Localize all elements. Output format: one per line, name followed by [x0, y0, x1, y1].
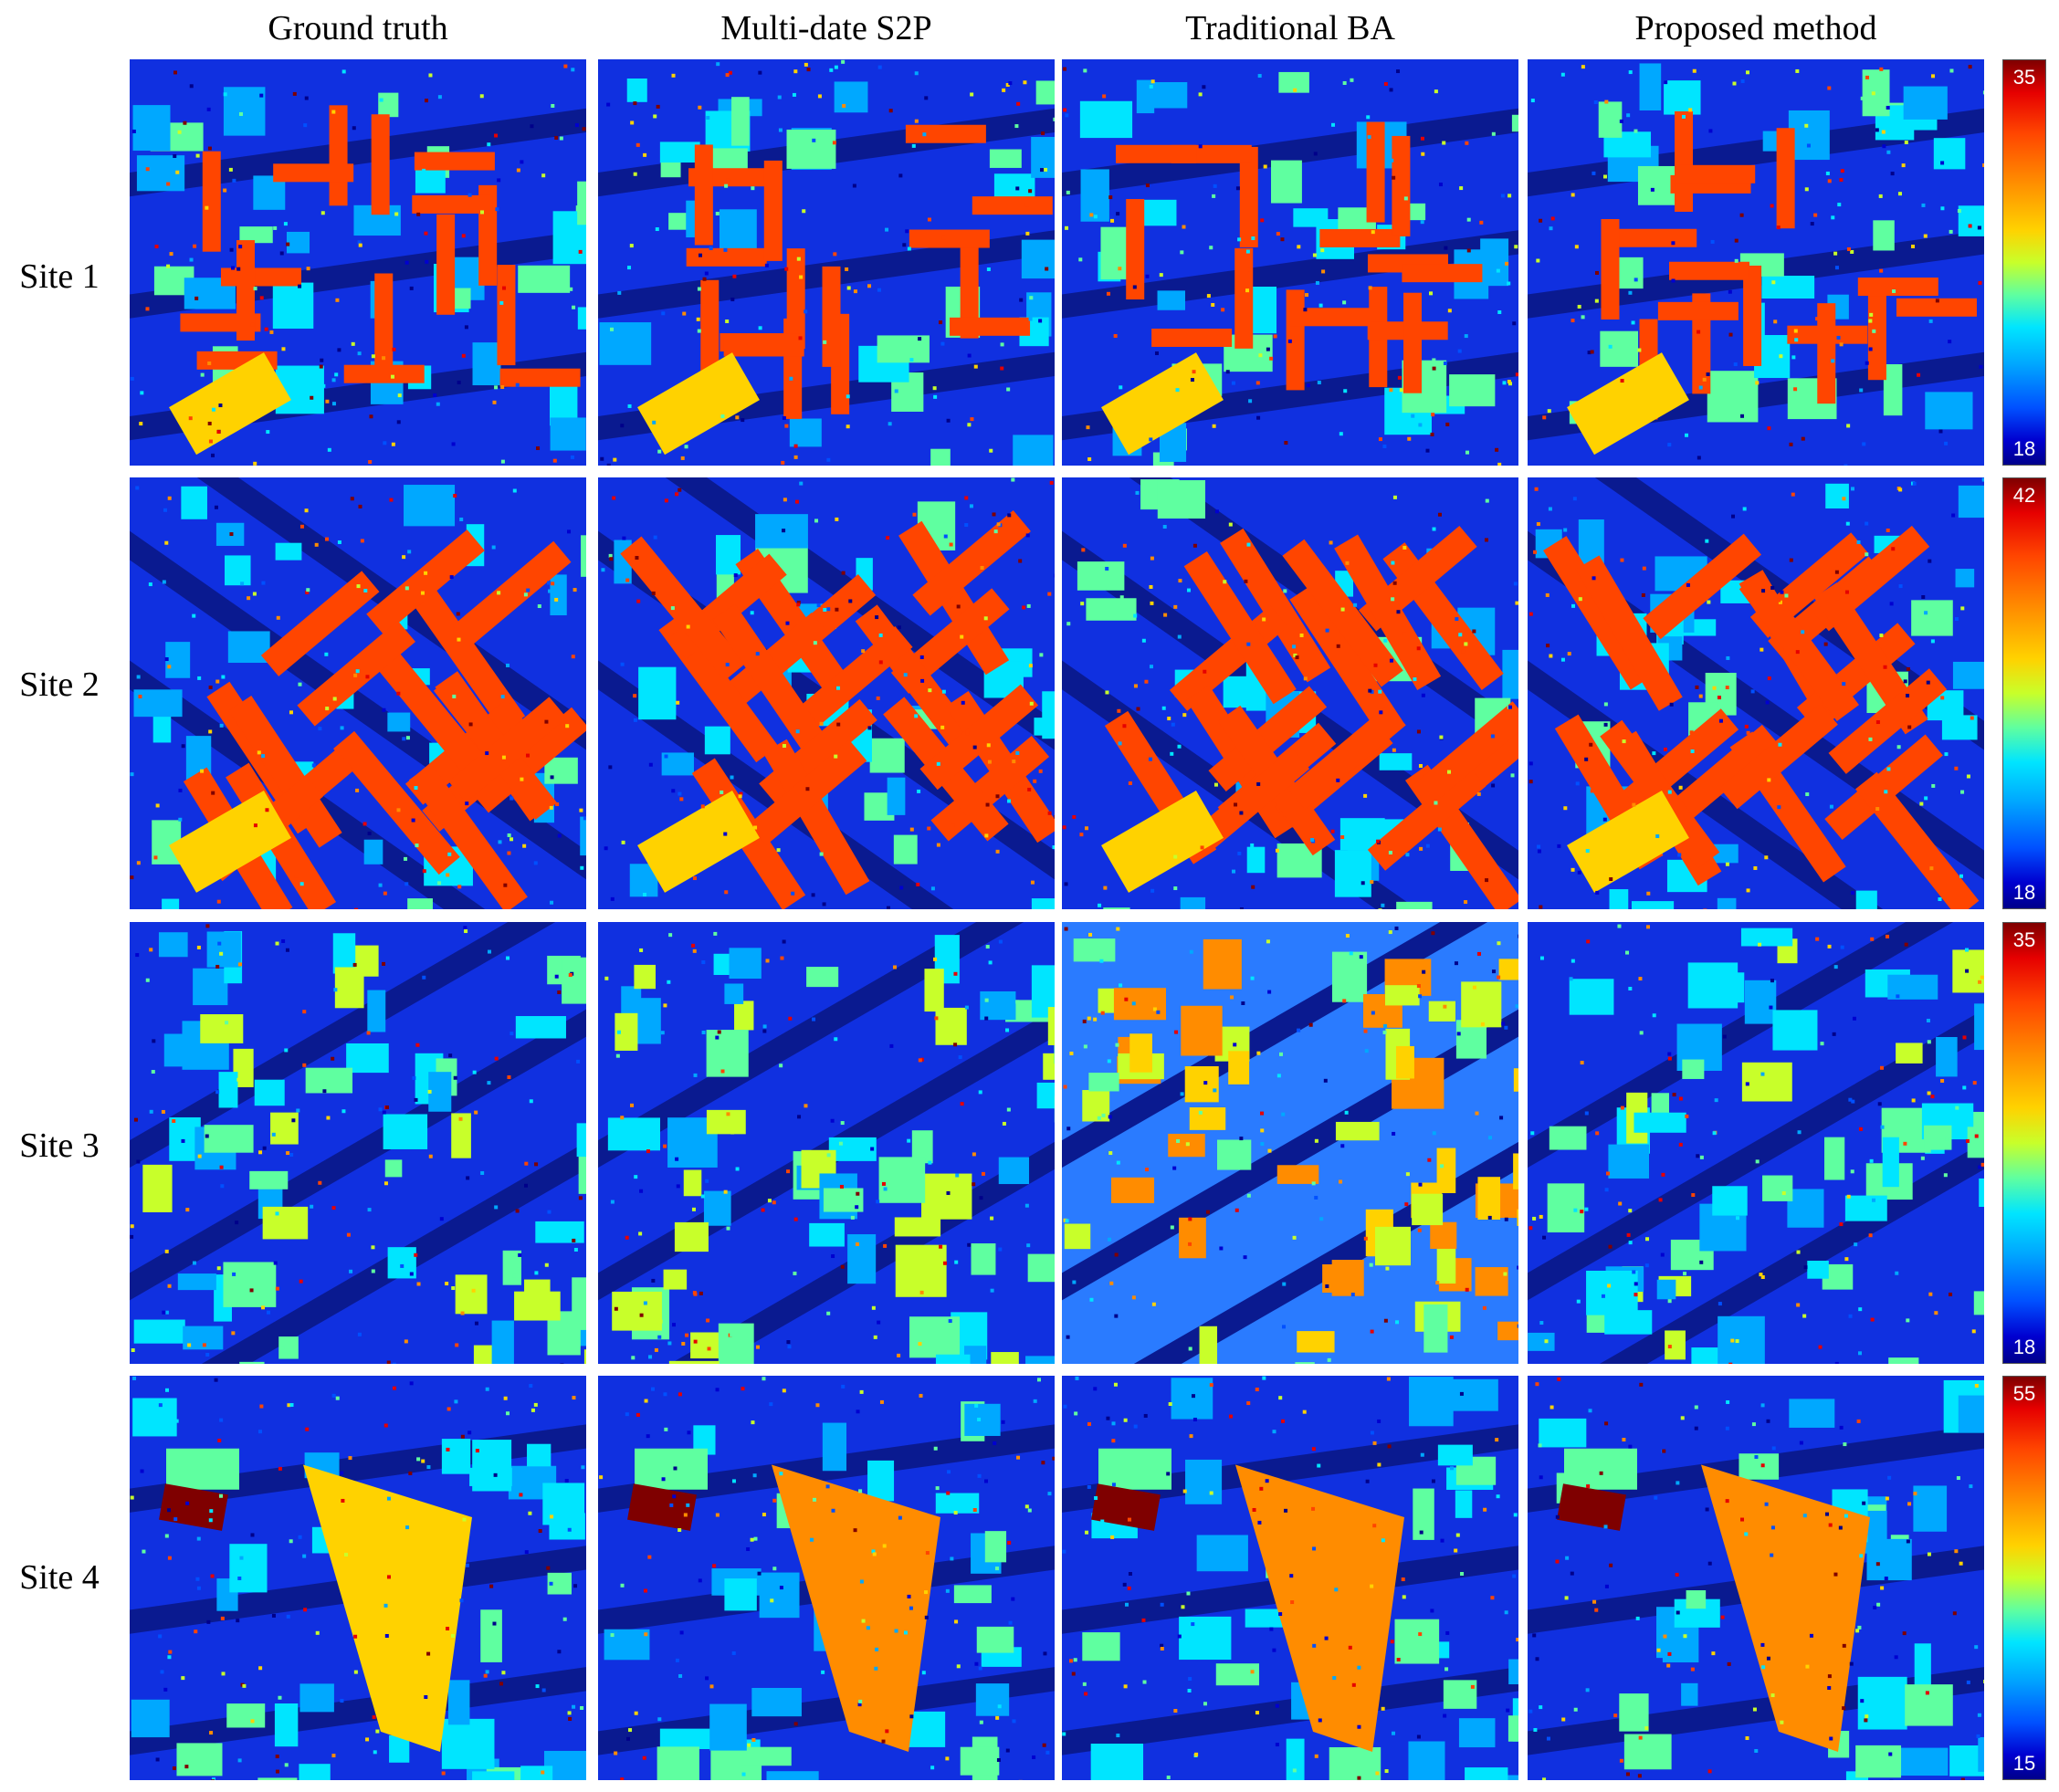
height-map-site-3-proposed-method: [1528, 922, 1984, 1364]
height-map-site-2-multi-date-s2p: [598, 477, 1055, 909]
height-map-site-1-ground-truth: [130, 59, 586, 466]
colorbar-min-label: 18: [2012, 437, 2036, 460]
column-header-multi-date-s2p: Multi-date S2P: [720, 9, 932, 47]
height-map-site-3-traditional-ba: [1062, 922, 1518, 1364]
colorbar-max-label: 42: [2012, 484, 2036, 507]
row-label-site-2: Site 2: [19, 665, 100, 704]
height-map-site-3-ground-truth: [130, 922, 586, 1364]
colorbar-min-label: 18: [2012, 881, 2036, 904]
column-header-proposed-method: Proposed method: [1634, 9, 1877, 47]
colorbar-site-1: 35 18: [2002, 59, 2046, 466]
colorbar-max-label: 35: [2012, 928, 2036, 951]
height-map-site-3-multi-date-s2p: [598, 922, 1055, 1364]
colorbar-max-label: 55: [2012, 1382, 2036, 1405]
row-label-site-1: Site 1: [19, 257, 100, 296]
colorbar-min-label: 18: [2012, 1336, 2036, 1358]
height-map-site-4-proposed-method: [1528, 1376, 1984, 1780]
colorbar-max-label: 35: [2012, 66, 2036, 89]
height-map-site-2-ground-truth: [130, 477, 586, 909]
colorbar-site-2: 42 18: [2002, 477, 2046, 909]
column-header-traditional-ba: Traditional BA: [1185, 9, 1395, 47]
height-map-site-1-traditional-ba: [1062, 59, 1518, 466]
column-header-ground-truth: Ground truth: [268, 9, 448, 47]
row-label-site-3: Site 3: [19, 1127, 100, 1165]
height-map-site-2-traditional-ba: [1062, 477, 1518, 909]
colorbar-site-3: 35 18: [2002, 922, 2046, 1364]
row-label-site-4: Site 4: [19, 1558, 100, 1597]
height-map-site-2-proposed-method: [1528, 477, 1984, 909]
height-map-site-4-multi-date-s2p: [598, 1376, 1055, 1780]
colorbar-min-label: 15: [2012, 1752, 2036, 1775]
colorbar-site-4: 55 15: [2002, 1376, 2046, 1780]
height-map-site-1-proposed-method: [1528, 59, 1984, 466]
height-map-site-4-traditional-ba: [1062, 1376, 1518, 1780]
height-map-site-1-multi-date-s2p: [598, 59, 1055, 466]
height-map-site-4-ground-truth: [130, 1376, 586, 1780]
